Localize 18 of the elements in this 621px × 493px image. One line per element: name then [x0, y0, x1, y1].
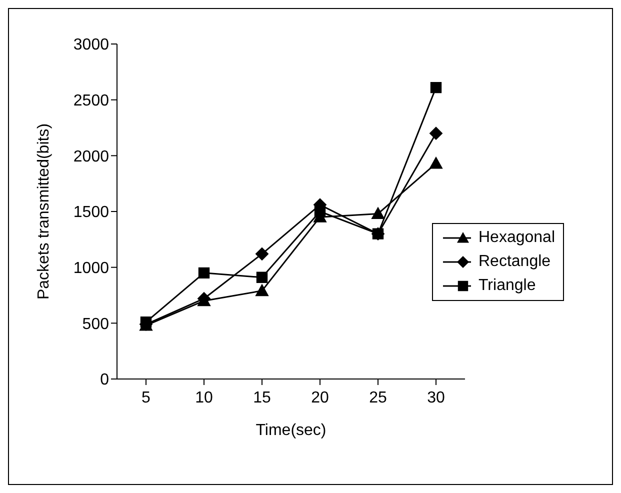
- x-tick-label: 10: [195, 389, 213, 406]
- legend-label: Triangle: [478, 277, 536, 295]
- x-tick-label: 25: [369, 389, 387, 406]
- y-tick-label: 1000: [73, 260, 110, 278]
- y-tick-label: 500: [82, 316, 110, 333]
- y-axis-title: Packets transmitted(bits): [36, 123, 53, 300]
- x-tick-label: 15: [253, 389, 271, 406]
- y-tick-label: 3000: [73, 36, 110, 54]
- y-tick-label: 2000: [73, 148, 110, 166]
- x-tick-label: 20: [311, 389, 329, 406]
- x-tick-label: 5: [142, 389, 151, 406]
- x-tick-label: 30: [427, 389, 445, 406]
- y-tick-label: 0: [100, 372, 110, 389]
- y-tick-label: 2500: [73, 92, 110, 110]
- x-axis-title: Time(sec): [256, 422, 326, 439]
- legend-label: Hexagonal: [478, 229, 555, 247]
- y-tick-label: 1500: [73, 204, 110, 222]
- legend-label: Rectangle: [478, 253, 551, 271]
